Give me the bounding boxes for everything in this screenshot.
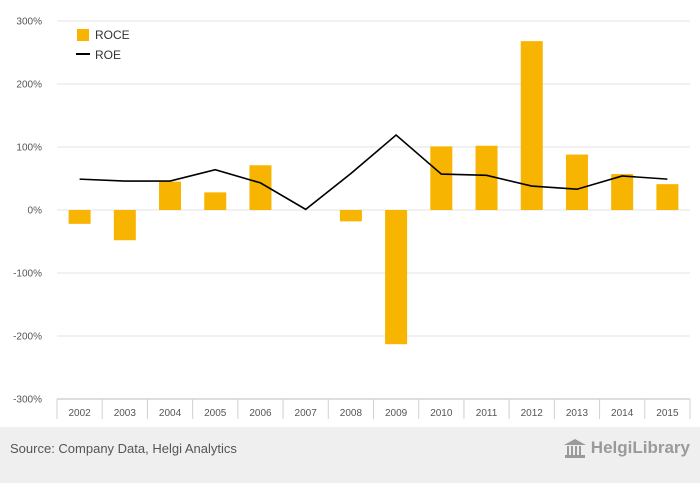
- roce-bar: [430, 146, 453, 210]
- x-axis: 2002 2003 2004 2005 2006 2007 2008 2009 2010 2011…: [56, 398, 691, 419]
- x-tick-label: 2002: [68, 408, 91, 419]
- roce-bar: [475, 145, 498, 210]
- roce-bar: [385, 210, 408, 345]
- x-tick-label: 2010: [430, 408, 453, 419]
- x-tick-label: 2015: [656, 408, 679, 419]
- footer: Source: Company Data, Helgi Analytics He…: [0, 427, 700, 483]
- y-tick-label: -300%: [13, 395, 42, 406]
- library-building-icon: [563, 439, 586, 458]
- roce-bar: [339, 210, 362, 222]
- brand-logo[interactable]: HelgiLibrary: [563, 437, 690, 459]
- y-tick-label: 0%: [28, 206, 43, 217]
- legend-label-roe: ROE: [95, 48, 121, 62]
- chart: -300%-200%-100%0%100%200%300% 2002 2003 20…: [13, 17, 691, 419]
- roce-bar: [249, 165, 272, 210]
- y-tick-label: -200%: [13, 332, 42, 343]
- roce-bar: [68, 210, 91, 224]
- legend: ROCE ROE: [76, 28, 130, 62]
- x-tick-label: 2011: [476, 408, 498, 419]
- source-text: Source: Company Data, Helgi Analytics: [10, 441, 237, 456]
- legend-label-roce: ROCE: [95, 28, 130, 42]
- y-tick-label: 300%: [16, 17, 42, 28]
- y-tick-label: -100%: [13, 269, 42, 280]
- roce-bar: [204, 192, 227, 210]
- x-tick-label: 2003: [114, 408, 137, 419]
- legend-swatch-roce: [77, 29, 89, 41]
- y-tick-label: 200%: [16, 80, 42, 91]
- x-tick-label: 2014: [611, 408, 634, 419]
- roce-bar: [656, 184, 679, 210]
- roce-bar: [159, 181, 182, 210]
- x-tick-label: 2009: [385, 408, 408, 419]
- x-tick-label: 2007: [295, 408, 318, 419]
- roce-bar: [113, 210, 136, 241]
- roce-bars: [68, 41, 679, 345]
- y-axis-ticks: -300% -200% -100% 0% 100% 200% 300%: [13, 17, 42, 406]
- roce-bar: [520, 41, 543, 210]
- gridlines: [57, 20, 690, 400]
- x-tick-label: 2005: [204, 408, 227, 419]
- roe-line: [79, 133, 668, 211]
- x-tick-label: 2006: [249, 408, 272, 419]
- roce-bar: [565, 154, 588, 210]
- x-tick-label: 2004: [159, 408, 182, 419]
- x-tick-label: 2013: [566, 408, 589, 419]
- roce-bar: [611, 174, 634, 210]
- brand-name: HelgiLibrary: [590, 438, 690, 457]
- x-tick-label: 2008: [340, 408, 363, 419]
- y-tick-label: 100%: [16, 143, 42, 154]
- x-tick-label: 2012: [521, 408, 544, 419]
- roe-line-path: [79, 133, 668, 211]
